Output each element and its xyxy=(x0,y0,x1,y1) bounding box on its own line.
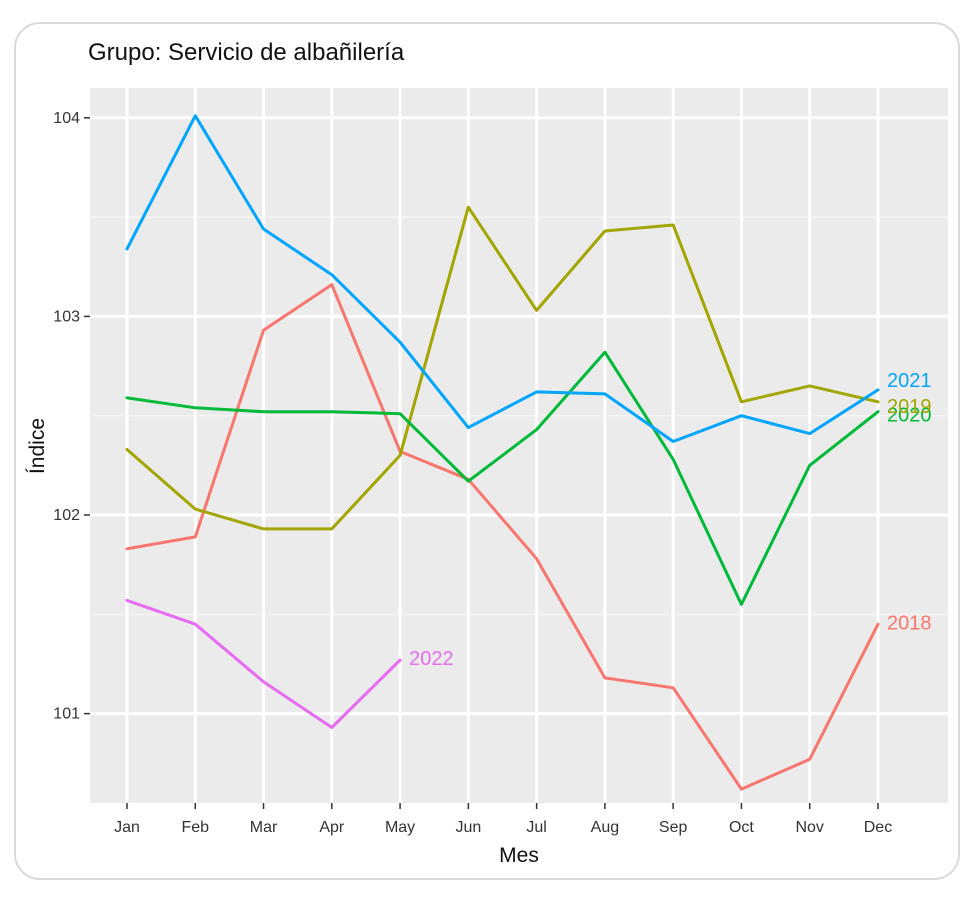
x-tick-label: Aug xyxy=(591,819,619,836)
y-tick-label: 103 xyxy=(53,308,80,325)
x-tick-label: Dec xyxy=(864,819,892,836)
series-line-2021 xyxy=(125,114,880,443)
major-gridlines xyxy=(90,88,948,803)
series-line-2022 xyxy=(125,598,402,729)
end-label-2021: 2021 xyxy=(887,370,932,392)
x-axis-ticks: Jan Feb Mar Apr May Jun Jul Aug Sep Oct Nov Dec xyxy=(114,803,892,836)
y-tick-label: 104 xyxy=(53,110,80,127)
x-tick-label: Jun xyxy=(455,819,481,836)
x-tick-label: Nov xyxy=(795,819,823,836)
x-tick-label: May xyxy=(385,819,415,836)
minor-gridlines xyxy=(90,216,948,616)
series-line-2020 xyxy=(125,350,880,606)
plot-panel xyxy=(90,88,948,803)
y-axis-ticks: 101 102 103 104 xyxy=(53,110,90,723)
chart-title: Grupo: Servicio de albañilería xyxy=(88,39,405,66)
end-label-2020: 2020 xyxy=(887,405,932,427)
x-tick-label: Feb xyxy=(181,819,209,836)
series-line-2019 xyxy=(125,205,880,531)
x-tick-label: Oct xyxy=(729,819,754,836)
x-axis-title: Mes xyxy=(499,844,539,867)
x-tick-label: Apr xyxy=(319,819,345,836)
end-label-2019: 2019 xyxy=(887,396,932,418)
x-tick-label: Mar xyxy=(250,819,278,836)
x-tick-label: Sep xyxy=(659,819,688,836)
series-line-2018 xyxy=(125,283,880,791)
series-lines xyxy=(125,114,880,791)
y-tick-label: 101 xyxy=(53,706,80,723)
y-tick-label: 102 xyxy=(53,507,80,524)
y-axis-title: Índice xyxy=(26,418,49,474)
x-tick-label: Jan xyxy=(114,819,140,836)
end-label-2022: 2022 xyxy=(409,648,454,670)
x-tick-label: Jul xyxy=(526,819,546,836)
end-label-2018: 2018 xyxy=(887,612,932,634)
